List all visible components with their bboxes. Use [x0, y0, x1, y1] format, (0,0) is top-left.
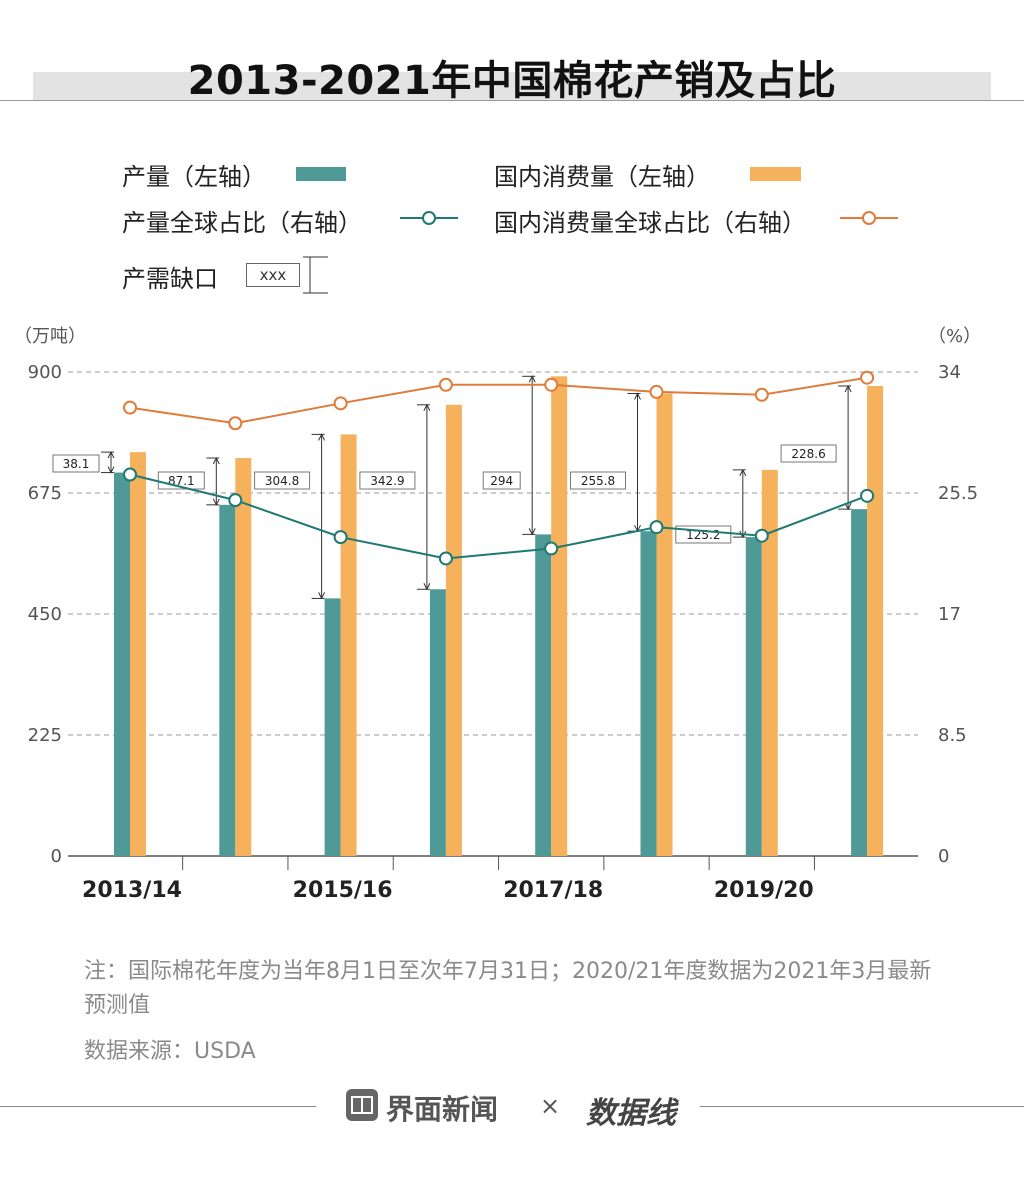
production-share-point: [438, 551, 453, 566]
left-axis-tick-label: 900: [28, 362, 62, 383]
left-axis-tick-label: 225: [28, 725, 62, 746]
bar-consumption: [551, 376, 568, 856]
production-share-point: [123, 467, 137, 482]
gap-arrow-up: [423, 403, 431, 412]
bar-production: [640, 531, 657, 856]
gap-arrow-up: [528, 375, 536, 383]
gap-label-box: [359, 471, 416, 490]
gap-arrow-down: [212, 498, 220, 506]
footer-rule-right: [700, 1106, 1024, 1107]
gap-label: 294: [490, 474, 513, 488]
gap-label-box: [52, 454, 100, 473]
footer-rule-left: [0, 1106, 316, 1107]
title-bar: [33, 72, 991, 100]
consumption-share-point: [544, 377, 559, 392]
bar-production: [324, 598, 341, 856]
gap-arrow-up: [107, 451, 115, 459]
gap-arrow-down: [318, 592, 326, 600]
bar-consumption: [656, 393, 673, 856]
bar-production: [851, 509, 868, 856]
left-axis-unit: （万吨）: [14, 326, 86, 347]
brand-separator: ×: [540, 1092, 561, 1120]
right-axis-tick-label: 0: [938, 846, 949, 867]
gap-arrow-up: [634, 392, 641, 400]
bar-production: [429, 589, 446, 856]
x-axis-tick-label: 2015/16: [293, 878, 393, 903]
gap-label: 342.9: [370, 474, 404, 488]
gap-arrow-down: [844, 502, 852, 511]
bar-consumption: [130, 452, 146, 856]
brand-jiemian: 界面新闻: [386, 1093, 499, 1126]
gap-arrow-down: [423, 583, 431, 591]
x-axis-tick-label: 2017/18: [503, 878, 603, 903]
gap-label-box: [780, 444, 837, 463]
consumption-share-point: [438, 377, 453, 392]
gap-label: 255.8: [581, 474, 615, 488]
bar-production: [535, 534, 552, 856]
legend-consumption-swatch: [750, 167, 801, 181]
right-axis-tick-label: 17: [938, 604, 961, 625]
bar-consumption: [445, 404, 462, 856]
gap-label: 38.1: [63, 457, 90, 471]
gap-label-box: [254, 471, 311, 490]
consumption-share-point: [860, 370, 875, 385]
bar-consumption: [867, 385, 884, 856]
legend-gap-label: 产需缺口: [122, 265, 218, 293]
right-axis-tick-label: 25.5: [938, 483, 978, 504]
chart-title: 2013-2021年中国棉花产销及占比: [187, 58, 837, 104]
right-axis-unit: （%）: [928, 326, 982, 347]
legend-consumption-share-label: 国内消费量全球占比（右轴）: [494, 209, 806, 237]
bar-production: [114, 472, 130, 856]
production-share-point: [228, 493, 243, 508]
gap-label: 304.8: [265, 474, 299, 488]
brand-datawire: 数据线: [586, 1096, 676, 1131]
production-share-point: [754, 528, 769, 543]
gap-label-box: [482, 471, 521, 490]
production-share-point: [544, 541, 559, 556]
bar-consumption: [340, 434, 357, 856]
x-axis-tick-label: 2019/20: [714, 878, 814, 903]
left-axis-tick-label: 675: [28, 483, 62, 504]
consumption-share-line: [129, 376, 868, 425]
gap-label-box: [570, 471, 626, 490]
x-axis-tick-label: 2013/14: [82, 878, 182, 903]
gap-label: 228.6: [791, 447, 825, 461]
legend-production-share-label: 产量全球占比（右轴）: [122, 209, 362, 237]
consumption-share-point: [754, 387, 769, 402]
legend-consumption-label: 国内消费量（左轴）: [494, 163, 710, 191]
consumption-share-point: [228, 416, 243, 431]
gap-arrow-down: [528, 528, 536, 536]
production-share-point: [860, 488, 875, 503]
gap-label: 87.1: [168, 474, 195, 488]
left-axis-tick-label: 450: [28, 604, 62, 625]
legend-production-swatch: [296, 167, 346, 181]
left-axis-tick-label: 0: [51, 846, 62, 867]
bar-production: [219, 504, 236, 856]
title-underline: [0, 100, 1024, 101]
bar-production: [745, 537, 762, 856]
consumption-share-point: [123, 400, 137, 415]
right-axis-tick-label: 34: [938, 362, 961, 383]
gap-arrow-up: [844, 384, 852, 393]
bar-consumption: [761, 469, 778, 856]
consumption-share-point: [649, 384, 664, 399]
legend-production-label: 产量（左轴）: [122, 163, 266, 191]
consumption-share-point: [333, 396, 348, 411]
gap-arrow-up: [212, 456, 220, 465]
production-share-point: [649, 520, 664, 535]
right-axis-tick-label: 8.5: [938, 725, 967, 746]
gap-arrow-down: [107, 466, 115, 474]
bar-consumption: [235, 458, 252, 856]
legend-gap-box: xxx: [246, 263, 300, 287]
data-source: 数据来源：USDA: [84, 1039, 256, 1064]
production-share-point: [333, 530, 348, 545]
chart-note: 注：国际棉花年度为当年8月1日至次年7月31日；2020/21年度数据为2021…: [84, 959, 932, 1018]
production-share-line: [129, 473, 868, 560]
gap-arrow-up: [739, 468, 747, 477]
gap-arrow-up: [318, 433, 326, 441]
